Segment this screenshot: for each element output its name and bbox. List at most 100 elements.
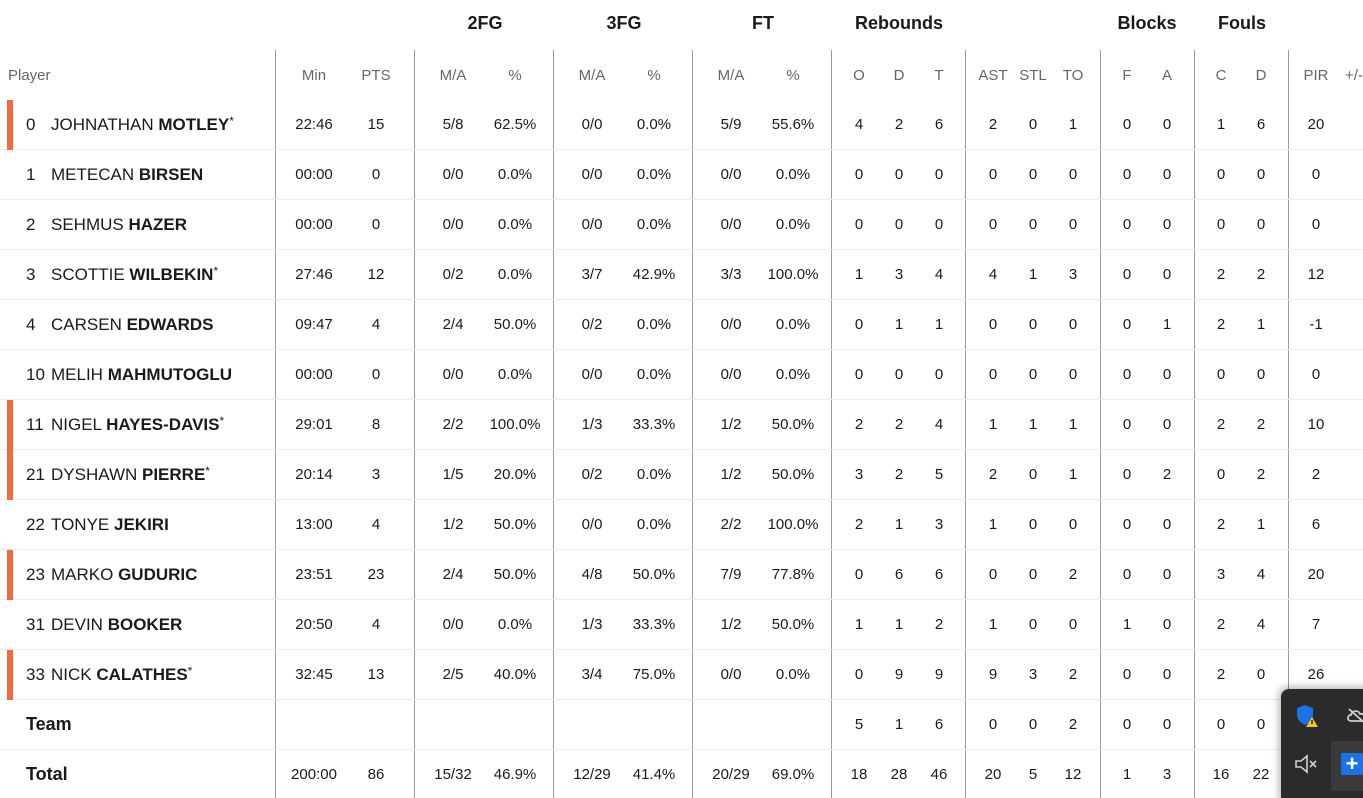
player-last-name: CALATHES [96,665,188,684]
team-label: Team [26,714,72,734]
column-header-min[interactable]: Min [301,67,327,84]
cell-fg2-pct: 50.0% [493,516,537,533]
cell-fg3-pct: 0.0% [636,116,672,133]
player-name-link[interactable]: 2 SEHMUS HAZER [26,215,187,235]
cell-fc: 0 [1216,466,1226,483]
column-header-3fg-ma[interactable]: M/A [578,67,606,84]
column-header-reb-o[interactable]: O [853,67,865,84]
cell-pts: 3 [371,466,381,483]
cell-pir: 0 [1311,166,1321,183]
column-header-plus-minus[interactable]: +/- [1345,67,1363,84]
column-header-3fg-pct[interactable]: % [647,67,661,84]
cell-ba: 0 [1162,366,1172,383]
cell-min: 13:00 [295,516,333,533]
column-header-pts[interactable]: PTS [361,67,391,84]
cell-ft-pct: 0.0% [775,166,811,183]
cell-ast: 1 [988,616,998,633]
cell-t: 6 [934,116,944,133]
column-header-blk-a[interactable]: A [1161,67,1173,84]
cell-t: 0 [934,216,944,233]
cell-pts: 86 [367,766,385,783]
cell-fg3-ma: 1/3 [581,616,603,633]
cloud-icon[interactable] [1343,701,1363,731]
starter-indicator [7,100,13,150]
group-header-ft: FT [752,13,774,33]
column-header-to[interactable]: TO [1062,67,1084,84]
player-first-name: NIGEL [51,415,102,434]
cell-t: 46 [930,766,948,783]
player-name-link[interactable]: 4 CARSEN EDWARDS [26,315,214,335]
column-header-fouls-c[interactable]: C [1215,67,1227,84]
cell-ast: 2 [988,116,998,133]
player-first-name: DYSHAWN [51,465,138,484]
player-number: 31 [26,615,45,634]
player-row: 3 SCOTTIE WILBEKIN* 27:46 12 0/2 0.0% 3/7 42.9%… [0,250,1363,300]
cell-fc: 0 [1216,366,1226,383]
column-header-reb-d[interactable]: D [893,67,905,84]
player-name-link[interactable]: 10 MELIH MAHMUTOGLU [26,365,232,385]
cell-fg2-ma: 0/0 [442,216,464,233]
column-header-blk-f[interactable]: F [1122,67,1132,84]
cell-fg3-pct: 42.9% [632,266,676,283]
player-name-link[interactable]: 0 JOHNATHAN MOTLEY* [26,114,234,135]
column-header-ast[interactable]: AST [978,67,1008,84]
cell-bf: 0 [1122,366,1132,383]
cell-ft-ma: 0/0 [720,316,742,333]
column-header-pir[interactable]: PIR [1303,67,1329,84]
cell-pts: 4 [371,616,381,633]
starter-star-marker: * [213,264,219,278]
cell-fg2-pct: 62.5% [493,116,537,133]
player-name-link[interactable]: 22 TONYE JEKIRI [26,515,169,535]
player-name-link[interactable]: 1 METECAN BIRSEN [26,165,203,185]
column-header-fouls-d[interactable]: D [1255,67,1267,84]
group-header-2fg: 2FG [467,13,503,33]
player-last-name: PIERRE [142,465,206,484]
group-header-fouls: Fouls [1218,13,1266,33]
plus-icon[interactable]: + [1341,753,1363,775]
cell-fg2-ma: 1/5 [442,466,464,483]
column-header-2fg-ma[interactable]: M/A [439,67,467,84]
cell-fc: 2 [1216,266,1226,283]
player-name-link[interactable]: 23 MARKO GUDURIC [26,565,197,585]
boxscore-table-body: 0 JOHNATHAN MOTLEY* 22:46 15 5/8 62.5% 0/0 0.0%… [0,100,1363,798]
player-name-link[interactable]: 33 NICK CALATHES* [26,664,192,685]
column-header-ft-pct[interactable]: % [786,67,800,84]
player-name-link[interactable]: 31 DEVIN BOOKER [26,615,182,635]
defender-shield-warning-icon[interactable] [1293,701,1323,731]
column-header-ft-ma[interactable]: M/A [717,67,745,84]
player-name-link[interactable]: 11 NIGEL HAYES-DAVIS* [26,414,224,435]
speaker-muted-icon[interactable] [1291,749,1321,779]
column-header-2fg-pct[interactable]: % [508,67,522,84]
cell-ast: 0 [988,366,998,383]
cell-fg2-pct: 46.9% [493,766,537,783]
cell-ft-ma: 1/2 [720,616,742,633]
cell-stl: 0 [1028,716,1038,733]
cell-min: 09:47 [295,316,333,333]
column-header-stl[interactable]: STL [1019,67,1047,84]
player-number: 0 [26,115,36,134]
cell-pts: 4 [371,516,381,533]
cell-stl: 0 [1028,566,1038,583]
column-header-player[interactable]: Player [8,67,51,84]
player-row: 33 NICK CALATHES* 32:45 13 2/5 40.0% 3/4 75.0% 0… [0,650,1363,700]
cell-fc: 2 [1216,616,1226,633]
cell-t: 6 [934,566,944,583]
cell-o: 0 [854,566,864,583]
cell-ba: 0 [1162,216,1172,233]
cell-stl: 5 [1028,766,1038,783]
starter-star-marker: * [205,464,210,478]
cell-o: 2 [854,516,864,533]
cell-fg2-ma: 1/2 [442,516,464,533]
player-name-link[interactable]: 21 DYSHAWN PIERRE* [26,464,210,485]
cell-fg3-pct: 0.0% [636,516,672,533]
cell-fg3-pct: 33.3% [632,616,676,633]
cell-ft-ma: 1/2 [720,416,742,433]
cell-fc: 1 [1216,116,1226,133]
column-header-reb-t[interactable]: T [934,67,944,84]
cell-fg2-pct: 50.0% [493,566,537,583]
player-name-link[interactable]: 3 SCOTTIE WILBEKIN* [26,264,219,285]
cell-ast: 1 [988,516,998,533]
cell-stl: 0 [1028,166,1038,183]
cell-to: 1 [1068,116,1078,133]
cell-t: 4 [934,266,944,283]
